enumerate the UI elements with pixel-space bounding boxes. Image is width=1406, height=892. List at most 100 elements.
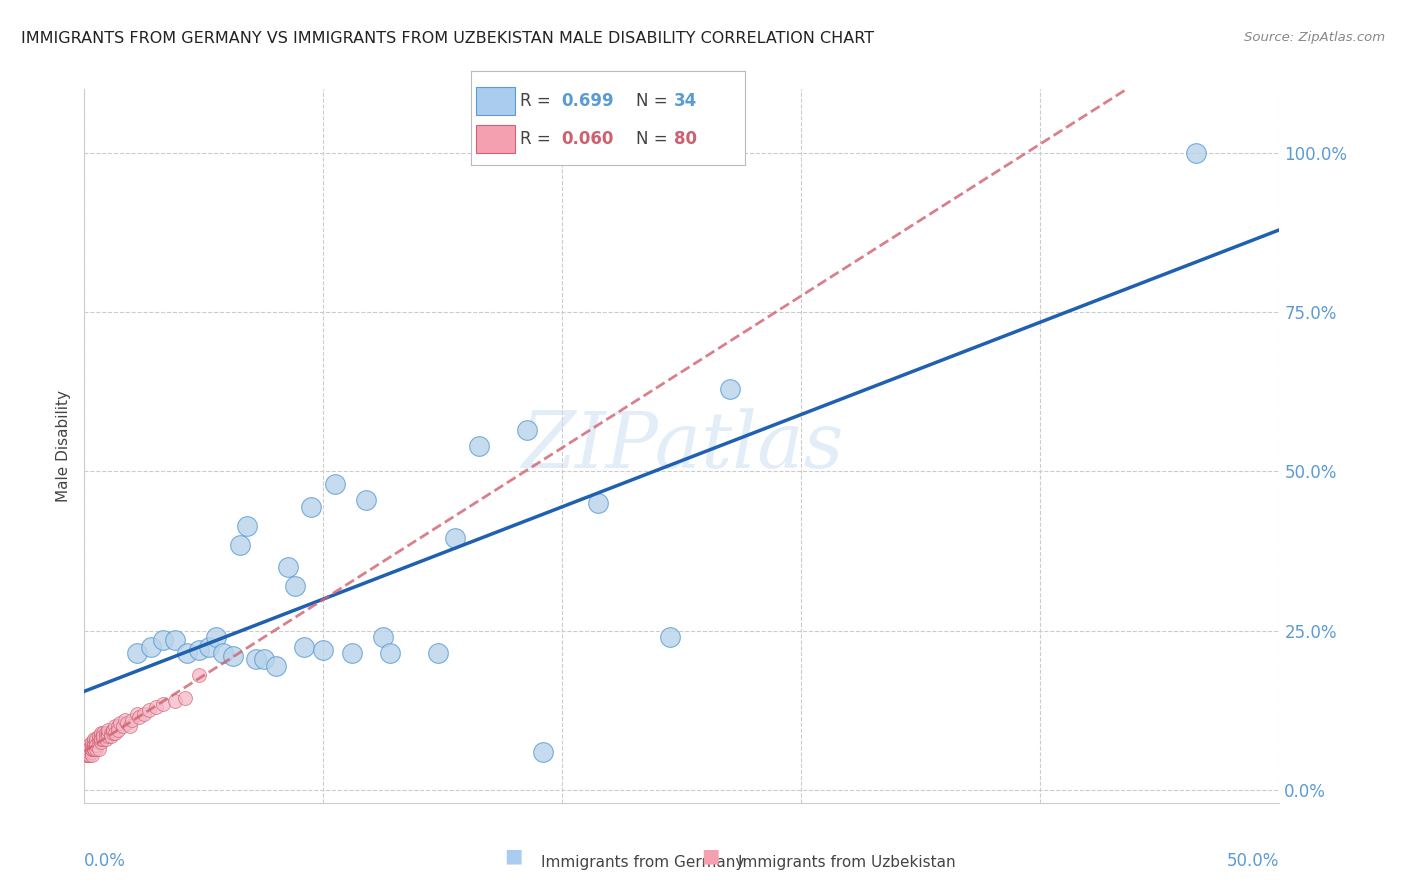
Point bbox=[77, 745, 100, 759]
Text: N =: N = bbox=[636, 130, 672, 148]
Point bbox=[118, 719, 141, 733]
Point bbox=[94, 729, 117, 743]
Point bbox=[87, 741, 110, 756]
Point bbox=[356, 493, 378, 508]
Point bbox=[236, 518, 259, 533]
Point bbox=[87, 729, 110, 743]
Point bbox=[292, 640, 315, 654]
Point bbox=[83, 739, 105, 753]
Point bbox=[205, 630, 228, 644]
Point bbox=[101, 723, 124, 737]
Point bbox=[83, 732, 105, 747]
Point bbox=[90, 732, 112, 747]
Point bbox=[1185, 145, 1208, 160]
Point bbox=[87, 732, 110, 747]
FancyBboxPatch shape bbox=[477, 87, 515, 115]
Point bbox=[110, 716, 132, 731]
Point bbox=[588, 496, 610, 510]
Point bbox=[427, 646, 450, 660]
Point bbox=[76, 747, 98, 762]
Point bbox=[264, 658, 287, 673]
Point bbox=[221, 649, 243, 664]
Point bbox=[87, 735, 110, 749]
Point bbox=[76, 741, 98, 756]
Point bbox=[277, 560, 299, 574]
Point bbox=[76, 745, 98, 759]
Point bbox=[77, 741, 100, 756]
Point bbox=[86, 732, 108, 747]
Text: N =: N = bbox=[636, 93, 672, 111]
Text: Immigrants from Germany: Immigrants from Germany bbox=[541, 855, 745, 870]
Point bbox=[101, 725, 124, 739]
Point bbox=[86, 735, 108, 749]
Point bbox=[80, 741, 103, 756]
Point bbox=[80, 741, 103, 756]
Point bbox=[97, 723, 120, 737]
Point bbox=[77, 739, 100, 753]
Text: 80: 80 bbox=[673, 130, 697, 148]
Point bbox=[111, 719, 134, 733]
Point bbox=[77, 747, 100, 762]
Point bbox=[93, 729, 115, 743]
FancyBboxPatch shape bbox=[477, 125, 515, 153]
Point bbox=[197, 640, 219, 654]
Y-axis label: Male Disability: Male Disability bbox=[56, 390, 72, 502]
Point bbox=[77, 747, 100, 762]
Point bbox=[76, 747, 98, 762]
Point bbox=[86, 741, 108, 756]
Point bbox=[83, 735, 105, 749]
Point bbox=[90, 725, 112, 739]
Point bbox=[80, 739, 103, 753]
Point bbox=[152, 697, 174, 711]
Point bbox=[301, 500, 323, 514]
Point bbox=[90, 729, 112, 743]
Point bbox=[94, 732, 117, 747]
Point bbox=[516, 423, 538, 437]
Point bbox=[100, 729, 122, 743]
Point bbox=[132, 706, 156, 721]
Text: 0.699: 0.699 bbox=[561, 93, 614, 111]
Point bbox=[77, 741, 100, 756]
Point bbox=[80, 745, 103, 759]
Point bbox=[325, 477, 347, 491]
Point bbox=[86, 739, 108, 753]
Point bbox=[188, 643, 211, 657]
Text: ■: ■ bbox=[503, 847, 523, 865]
Point bbox=[101, 723, 124, 737]
Text: 34: 34 bbox=[673, 93, 697, 111]
Point bbox=[76, 745, 98, 759]
Point bbox=[173, 690, 195, 705]
Point bbox=[188, 668, 211, 682]
Point bbox=[83, 739, 105, 753]
Point bbox=[97, 725, 120, 739]
Point bbox=[114, 713, 136, 727]
Point bbox=[176, 646, 198, 660]
Point bbox=[128, 710, 150, 724]
Point bbox=[100, 725, 122, 739]
Text: R =: R = bbox=[520, 130, 557, 148]
Point bbox=[253, 652, 276, 666]
Point bbox=[76, 741, 98, 756]
Point bbox=[83, 741, 105, 756]
Point bbox=[152, 633, 174, 648]
Point bbox=[373, 630, 395, 644]
Point bbox=[93, 725, 115, 739]
Point bbox=[229, 538, 252, 552]
Point bbox=[340, 646, 363, 660]
Point bbox=[107, 723, 129, 737]
Point bbox=[165, 694, 187, 708]
Text: ■: ■ bbox=[700, 847, 720, 865]
Point bbox=[145, 700, 167, 714]
Text: Source: ZipAtlas.com: Source: ZipAtlas.com bbox=[1244, 31, 1385, 45]
Point bbox=[76, 745, 98, 759]
Point bbox=[93, 729, 115, 743]
Point bbox=[284, 579, 307, 593]
Point bbox=[80, 735, 103, 749]
Text: 0.060: 0.060 bbox=[561, 130, 614, 148]
Point bbox=[94, 725, 117, 739]
Point bbox=[138, 703, 160, 717]
Point bbox=[121, 713, 143, 727]
Point bbox=[531, 745, 554, 759]
Point bbox=[83, 741, 105, 756]
Point bbox=[141, 640, 163, 654]
